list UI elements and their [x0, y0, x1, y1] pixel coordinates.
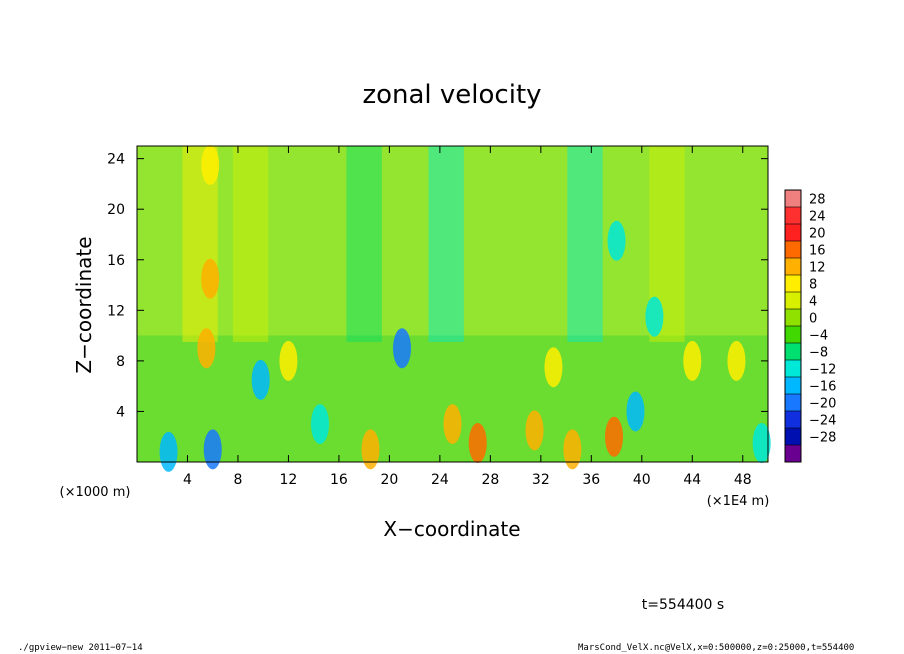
colorbar-swatch: [785, 411, 801, 428]
field-band: [137, 146, 768, 336]
y-axis-label: Z−coordinate: [72, 236, 96, 373]
field-stripe: [346, 146, 382, 342]
field-stripe: [567, 146, 603, 342]
y-tick-label: 8: [116, 354, 125, 370]
colorbar-label: 20: [809, 227, 826, 242]
field-anomaly: [201, 258, 220, 299]
field-anomaly: [626, 391, 645, 432]
field-anomaly: [361, 429, 380, 470]
field-anomaly: [607, 220, 626, 261]
colorbar-label: −8: [809, 346, 828, 361]
colorbar-label: 28: [809, 193, 826, 208]
plot-frame: [136, 145, 769, 463]
field-anomaly: [468, 423, 487, 464]
colorbar-swatch: [785, 360, 801, 377]
colorbar-label: 0: [809, 312, 817, 327]
x-unit-right: (×1E4 m): [707, 494, 770, 509]
y-tick-label: 12: [107, 303, 125, 319]
time-label: t=554400 s: [642, 597, 724, 613]
plot-area: [136, 144, 771, 472]
field-anomaly: [197, 328, 216, 369]
field-stripe: [428, 146, 464, 342]
x-axis-ticks: 4 8 12 16 20 24 28 32 36 40 44 48: [183, 146, 752, 488]
colorbar-label: −12: [809, 363, 836, 378]
y-tick-label: 24: [107, 152, 125, 168]
colorbar-label: −16: [809, 380, 836, 395]
colorbar-label: −24: [809, 414, 836, 429]
colorbar-swatch: [785, 258, 801, 275]
y-axis-ticks: 4 8 12 16 20 24: [107, 152, 768, 420]
colorbar-swatch: [785, 275, 801, 292]
colorbar-label: −4: [809, 329, 828, 344]
field-anomaly: [525, 410, 544, 451]
x-tick-label: 24: [431, 472, 449, 488]
x-tick-label: 36: [582, 472, 600, 488]
colorbar-label: −20: [809, 397, 836, 412]
colorbar-swatch: [785, 326, 801, 343]
field-anomaly: [563, 429, 582, 470]
y-tick-label: 4: [116, 404, 125, 420]
colorbar-label: 8: [809, 278, 817, 293]
colorbar-swatch: [785, 292, 801, 309]
x-tick-label: 12: [280, 472, 298, 488]
chart-title: zonal velocity: [362, 80, 541, 110]
field-anomaly: [393, 328, 412, 369]
field-anomaly: [279, 340, 298, 381]
colorbar-swatch: [785, 241, 801, 258]
field-anomaly: [645, 296, 664, 337]
field-anomaly: [727, 340, 746, 381]
field-anomaly: [251, 359, 270, 400]
colorbar-swatch: [785, 377, 801, 394]
x-tick-label: 44: [683, 472, 701, 488]
colorbar-label: 12: [809, 261, 826, 276]
x-tick-label: 16: [330, 472, 348, 488]
colorbar-swatch: [785, 309, 801, 326]
x-tick-label: 4: [183, 472, 192, 488]
x-tick-label: 40: [633, 472, 651, 488]
colorbar-label: −28: [809, 431, 836, 446]
x-unit-left: (×1000 m): [60, 485, 131, 500]
colorbar-label: 16: [809, 244, 826, 259]
field-anomaly: [201, 144, 220, 185]
field-anomaly: [752, 423, 771, 464]
field-anomaly: [544, 347, 563, 388]
field-anomaly: [159, 431, 178, 472]
x-tick-label: 20: [380, 472, 398, 488]
field-stripe: [232, 146, 269, 342]
footer-right: MarsCond_VelX.nc@VelX,x=0:500000,z=0:250…: [578, 643, 855, 653]
y-tick-label: 16: [107, 253, 125, 269]
y-tick-label: 20: [107, 202, 125, 218]
colorbar-swatch: [785, 428, 801, 445]
x-tick-label: 8: [233, 472, 242, 488]
field-anomaly: [203, 429, 222, 470]
colorbar-swatch: [785, 394, 801, 411]
colorbar-swatch: [785, 207, 801, 224]
velocity-field: [137, 144, 771, 472]
field-anomaly: [683, 340, 702, 381]
field-anomaly: [443, 404, 462, 445]
x-tick-label: 28: [481, 472, 499, 488]
colorbar-label: 4: [809, 295, 817, 310]
colorbar-swatch: [785, 343, 801, 360]
colorbar-swatch: [785, 224, 801, 241]
colorbar-label: 24: [809, 210, 826, 225]
colorbar-swatch: [785, 445, 801, 462]
field-anomaly: [605, 416, 624, 457]
footer-left: ./gpview−new 2011−07−14: [18, 643, 143, 653]
colorbar-swatch: [785, 190, 801, 207]
x-axis-label: X−coordinate: [383, 517, 520, 541]
colorbar: 28 24 20 16 12 8 4 0 −4 −8 −12 −16 −20 −24 −28: [784, 189, 836, 463]
x-tick-label: 32: [532, 472, 550, 488]
x-tick-label: 48: [734, 472, 752, 488]
field-anomaly: [310, 404, 329, 445]
